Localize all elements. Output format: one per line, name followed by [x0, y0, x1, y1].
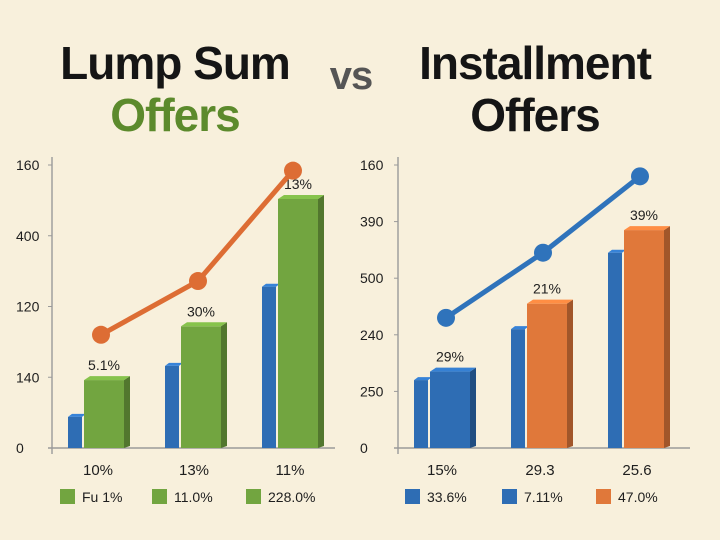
legend-label: 47.0% — [618, 489, 658, 505]
y-tick-label: 500 — [360, 270, 384, 286]
bar — [165, 365, 179, 448]
bar — [68, 416, 82, 448]
bar-top — [527, 299, 573, 304]
legend-swatch — [502, 489, 517, 504]
bar-label: 5.1% — [88, 357, 120, 373]
bar — [84, 380, 124, 448]
category-label: 29.3 — [525, 462, 554, 479]
bar-top — [511, 326, 529, 330]
y-tick-label: 160 — [360, 157, 384, 173]
legend-swatch — [246, 489, 261, 504]
legend-label: 33.6% — [427, 489, 467, 505]
chart-2: 0 250 240 500 390 160 29% 21% 39% 15% 29.3 25.6 33.6… — [360, 157, 690, 505]
bar-side — [470, 367, 476, 448]
bar — [278, 198, 318, 448]
legend-label: Fu 1% — [82, 489, 122, 505]
bar — [181, 326, 221, 448]
bar — [608, 252, 622, 448]
y-tick-label: 160 — [16, 157, 40, 173]
bar-top — [430, 367, 476, 372]
bar-top — [68, 413, 86, 417]
legend-swatch — [60, 489, 75, 504]
bar-side — [318, 194, 324, 448]
bar — [624, 230, 664, 448]
trend-point — [284, 161, 302, 180]
trend-point — [534, 243, 552, 262]
left-title-line1: Lump Sum — [60, 37, 291, 89]
y-tick-label: 0 — [16, 440, 24, 456]
right-title-line2: Offers — [470, 89, 600, 141]
right-title-line1: Installment — [419, 37, 652, 89]
vs-label: vs — [329, 54, 374, 98]
legend-label: 11.0% — [174, 489, 213, 505]
legend-swatch — [152, 489, 167, 504]
left-title-line2: Offers — [110, 89, 240, 141]
bar-label: 21% — [533, 281, 561, 297]
trend-point — [437, 308, 455, 327]
bar — [414, 380, 428, 448]
bar-top — [262, 283, 280, 287]
bar-side — [124, 376, 130, 448]
bar-label: 30% — [187, 303, 215, 319]
category-label: 11% — [276, 462, 305, 479]
y-tick-label: 120 — [16, 299, 40, 315]
bar-top — [84, 376, 130, 381]
legend-label: 228.0% — [268, 489, 315, 505]
chart-1: 0 140 120 400 160 5.1% 30% 13% 10% 13% 11% Fu 1% 11.… — [16, 157, 335, 505]
bar — [511, 329, 525, 448]
bar-label: 39% — [630, 207, 658, 223]
bar-top — [608, 249, 626, 253]
bar-top — [414, 377, 432, 381]
bar-side — [567, 299, 573, 448]
bar — [430, 371, 470, 448]
bar-side — [664, 226, 670, 448]
bar-side — [221, 322, 227, 448]
y-tick-label: 400 — [16, 228, 40, 244]
legend-swatch — [596, 489, 611, 504]
trend-point — [189, 272, 207, 291]
y-tick-label: 140 — [16, 369, 40, 385]
bar-top — [624, 226, 670, 231]
y-tick-label: 390 — [360, 214, 384, 230]
legend-label: 7.11% — [524, 489, 563, 505]
category-label: 10% — [83, 462, 113, 479]
bar — [262, 286, 276, 448]
bar-top — [165, 362, 183, 366]
y-tick-label: 0 — [360, 440, 368, 456]
bar-label: 29% — [436, 349, 464, 365]
bar-top — [181, 322, 227, 327]
category-label: 13% — [179, 462, 209, 479]
category-label: 25.6 — [622, 462, 651, 479]
y-tick-label: 240 — [360, 327, 384, 343]
bar-top — [278, 194, 324, 199]
bar — [527, 303, 567, 448]
y-tick-label: 250 — [360, 383, 384, 399]
trend-point — [92, 325, 110, 344]
legend-swatch — [405, 489, 420, 504]
bar-label: 13% — [284, 176, 312, 192]
category-label: 15% — [427, 462, 457, 479]
trend-point — [631, 167, 649, 186]
